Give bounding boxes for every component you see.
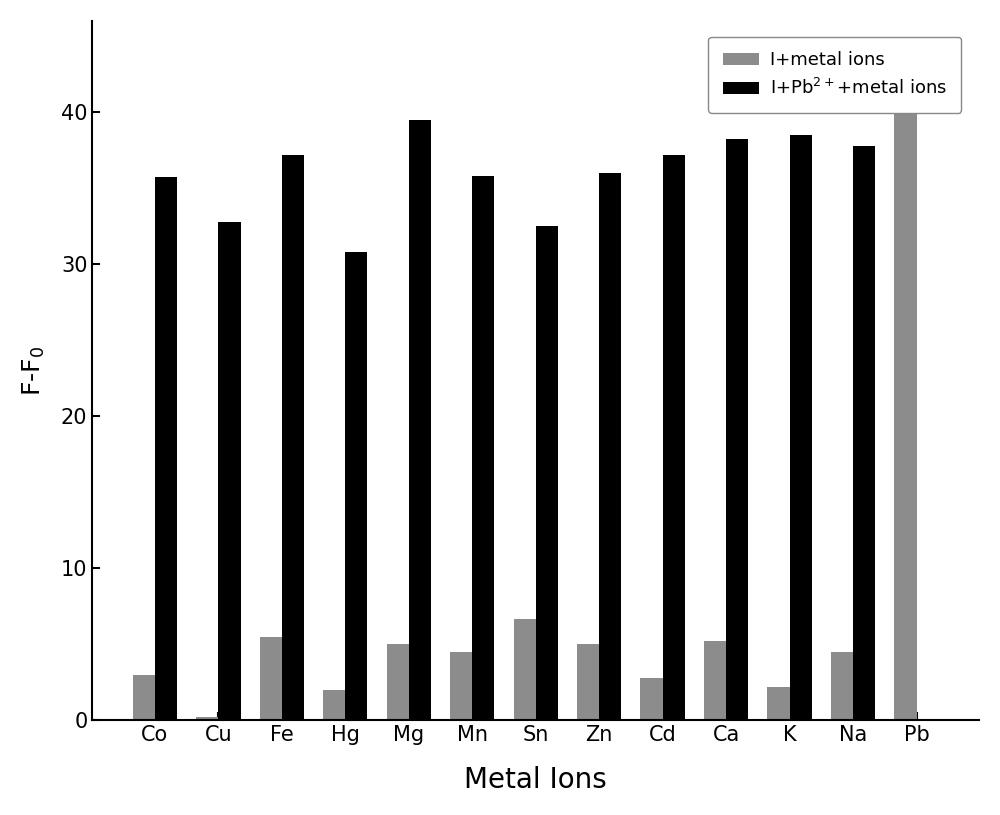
- Bar: [409, 120, 431, 720]
- Bar: [536, 226, 558, 720]
- Bar: [387, 645, 409, 720]
- Bar: [853, 146, 875, 720]
- Bar: [577, 645, 599, 720]
- Bar: [323, 690, 345, 720]
- Bar: [894, 59, 917, 720]
- Bar: [196, 717, 218, 720]
- Bar: [345, 252, 367, 720]
- Y-axis label: F-F$_0$: F-F$_0$: [21, 346, 47, 395]
- Bar: [790, 135, 812, 720]
- Bar: [514, 619, 536, 720]
- Bar: [133, 675, 155, 720]
- Bar: [155, 178, 177, 720]
- Bar: [640, 678, 663, 720]
- Bar: [726, 139, 748, 720]
- Bar: [282, 155, 304, 720]
- Bar: [599, 173, 621, 720]
- Bar: [767, 687, 790, 720]
- Bar: [704, 641, 726, 720]
- Bar: [472, 176, 494, 720]
- Legend: I+metal ions, I+Pb$^{2+}$+metal ions: I+metal ions, I+Pb$^{2+}$+metal ions: [708, 37, 961, 112]
- Bar: [663, 155, 685, 720]
- Bar: [260, 637, 282, 720]
- Bar: [450, 652, 472, 720]
- Bar: [218, 222, 241, 720]
- X-axis label: Metal Ions: Metal Ions: [464, 766, 607, 794]
- Bar: [831, 652, 853, 720]
